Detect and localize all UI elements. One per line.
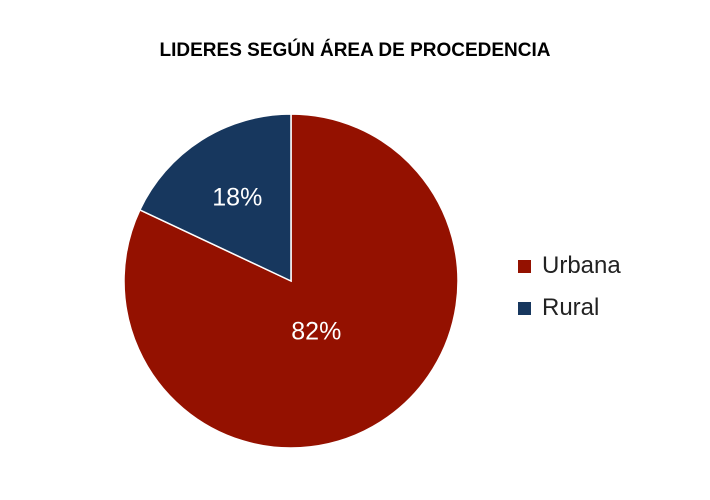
data-label-urbana: 82% xyxy=(291,317,341,345)
legend-swatch-urbana xyxy=(518,259,531,273)
pie-slice-rural xyxy=(138,113,292,283)
legend: Urbana Rural xyxy=(518,245,621,329)
data-label-rural: 18% xyxy=(212,183,262,211)
chart-title: LIDERES SEGÚN ÁREA DE PROCEDENCIA xyxy=(159,40,551,61)
legend-item-urbana: Urbana xyxy=(518,245,621,287)
legend-swatch-rural xyxy=(518,301,531,315)
legend-item-rural: Rural xyxy=(518,287,621,329)
legend-label-rural: Rural xyxy=(542,294,600,321)
legend-label-urbana: Urbana xyxy=(542,252,621,279)
